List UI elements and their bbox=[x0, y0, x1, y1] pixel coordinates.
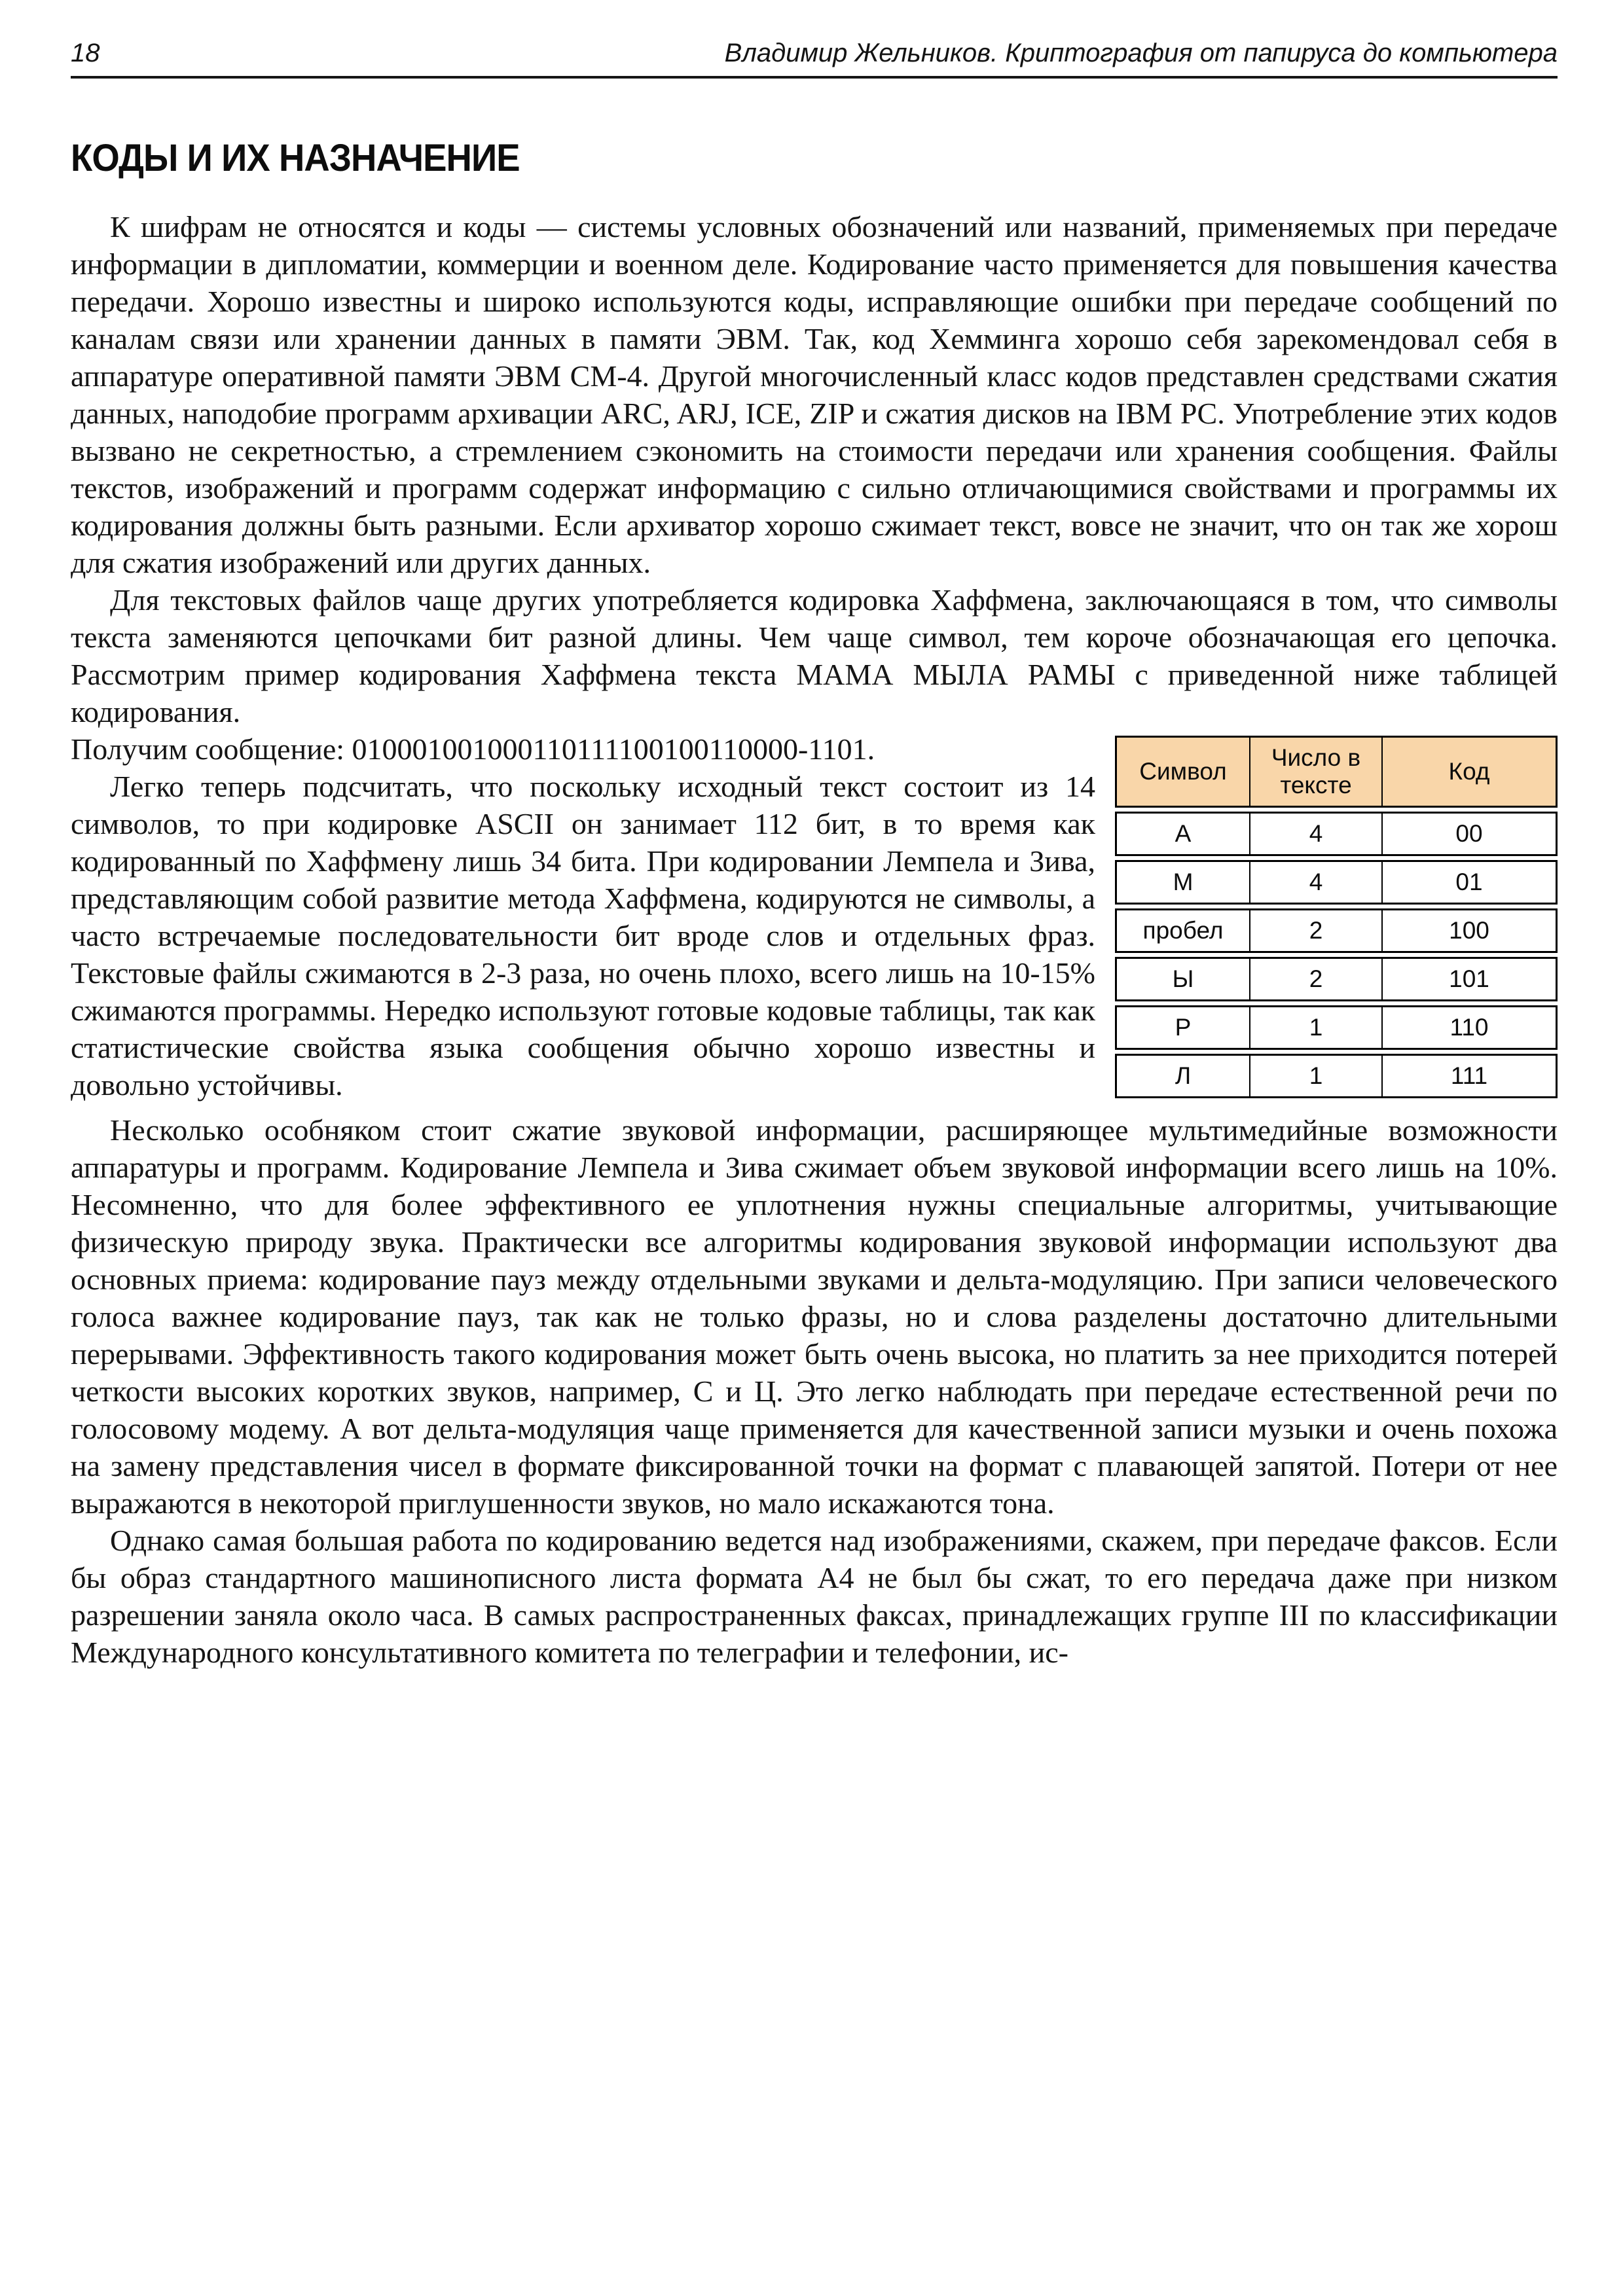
table-cell-count: 4 bbox=[1249, 814, 1383, 854]
table-cell-count: 2 bbox=[1249, 910, 1383, 951]
table-cell-count: 4 bbox=[1249, 862, 1383, 903]
huffman-code-table: Символ Число в тексте Код А 4 00 М 4 01 … bbox=[1115, 736, 1558, 1098]
table-cell-code: 111 bbox=[1450, 1062, 1488, 1089]
table-header-symbol: Символ bbox=[1139, 758, 1227, 785]
paragraph-huffman-intro: Для текстовых файлов чаще других употреб… bbox=[71, 583, 1558, 728]
table-cell-code: 110 bbox=[1450, 1014, 1489, 1041]
section-heading: КОДЫ И ИХ НАЗНАЧЕНИЕ bbox=[71, 137, 520, 179]
running-head: 18 Владимир Жельников. Криптография от п… bbox=[71, 38, 1558, 79]
table-cell-symbol: Л bbox=[1175, 1062, 1192, 1089]
table-cell-count: 1 bbox=[1249, 1007, 1383, 1048]
table-row: Ы 2 101 bbox=[1115, 957, 1558, 1001]
table-header-count: Число в тексте bbox=[1249, 738, 1383, 806]
paragraph-encoded-message: Получим сообщение: 010001001000110111100… bbox=[71, 732, 875, 766]
table-cell-code: 01 bbox=[1455, 869, 1483, 895]
page-number: 18 bbox=[71, 39, 100, 67]
paragraph-bit-count: Легко теперь подсчитать, что поскольку и… bbox=[71, 770, 1095, 1102]
running-title: Владимир Жельников. Криптография от папи… bbox=[724, 39, 1558, 67]
table-header-code: Код bbox=[1448, 758, 1490, 785]
table-row: М 4 01 bbox=[1115, 860, 1558, 905]
table-cell-count: 1 bbox=[1249, 1056, 1383, 1096]
table-cell-count: 2 bbox=[1249, 959, 1383, 999]
table-text-flow: Символ Число в тексте Код А 4 00 М 4 01 … bbox=[71, 730, 1558, 1111]
table-cell-code: 00 bbox=[1455, 820, 1483, 847]
paragraph-sound-coding: Несколько особняком стоит сжатие звуково… bbox=[71, 1113, 1558, 1520]
table-cell-code: 100 bbox=[1449, 917, 1489, 944]
table-row: пробел 2 100 bbox=[1115, 908, 1558, 953]
table-cell-symbol: Р bbox=[1175, 1014, 1192, 1041]
paragraph-image-coding: Однако самая большая работа по кодирован… bbox=[71, 1524, 1558, 1669]
table-row: Р 1 110 bbox=[1115, 1005, 1558, 1050]
table-cell-symbol: Ы bbox=[1172, 965, 1194, 992]
table-cell-symbol: А bbox=[1175, 820, 1192, 847]
table-header-row: Символ Число в тексте Код bbox=[1115, 736, 1558, 808]
paragraph-codes-intro: К шифрам не относятся и коды — системы у… bbox=[71, 210, 1558, 579]
table-cell-code: 101 bbox=[1449, 965, 1489, 992]
table-row: Л 1 111 bbox=[1115, 1054, 1558, 1098]
table-cell-symbol: пробел bbox=[1142, 917, 1224, 944]
table-cell-symbol: М bbox=[1173, 869, 1194, 895]
table-row: А 4 00 bbox=[1115, 812, 1558, 856]
